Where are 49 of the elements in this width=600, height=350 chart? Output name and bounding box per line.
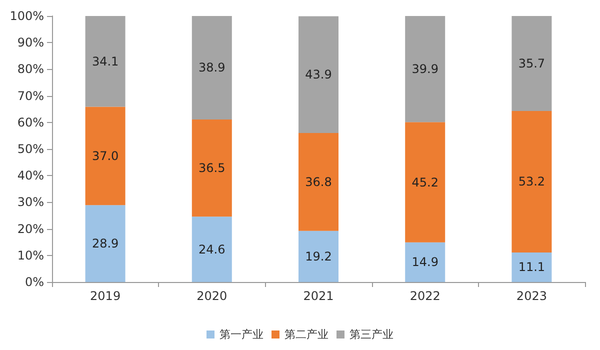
data-label: 37.0 xyxy=(92,148,119,163)
y-tick-label: 90% xyxy=(17,36,44,50)
y-tick-label: 60% xyxy=(17,115,44,130)
bar xyxy=(405,122,446,242)
data-label: 39.9 xyxy=(412,62,438,76)
y-tick-label: 50% xyxy=(17,142,44,156)
x-tick-label: 2022 xyxy=(410,289,440,303)
y-tick-label: 40% xyxy=(17,168,44,183)
bar xyxy=(85,205,126,282)
y-tick-label: 70% xyxy=(17,88,44,103)
y-tick-label: 20% xyxy=(17,222,44,236)
x-tick-label: 2019 xyxy=(90,289,121,303)
x-tick-label: 2020 xyxy=(196,289,228,303)
y-tick-label: 80% xyxy=(17,62,44,76)
data-label: 24.6 xyxy=(198,242,226,256)
legend-label: 第一产业 xyxy=(220,328,264,341)
data-label: 36.5 xyxy=(198,161,226,176)
y-tick-label: 10% xyxy=(17,248,44,262)
bar xyxy=(298,16,338,134)
bar xyxy=(85,106,126,206)
legend-label: 第三产业 xyxy=(350,328,394,341)
y-tick-label: 100% xyxy=(10,9,44,23)
bar xyxy=(405,16,446,122)
y-tick-label: 0% xyxy=(24,275,44,289)
data-label: 28.9 xyxy=(92,236,119,251)
data-label: 45.2 xyxy=(412,175,438,190)
data-label: 53.2 xyxy=(518,174,546,189)
bar xyxy=(512,110,552,252)
data-label: 14.9 xyxy=(412,255,438,270)
bar xyxy=(192,16,232,120)
bar xyxy=(512,16,552,111)
data-label: 34.1 xyxy=(92,54,119,68)
bar xyxy=(298,133,338,231)
bar xyxy=(192,216,232,282)
data-label: 38.9 xyxy=(198,60,226,75)
data-label: 19.2 xyxy=(305,249,332,264)
y-tick-label: 30% xyxy=(17,195,44,210)
bar xyxy=(405,242,446,282)
data-label: 36.8 xyxy=(305,174,332,189)
bar xyxy=(192,119,232,217)
x-tick-label: 2023 xyxy=(516,289,547,303)
legend-label: 第二产业 xyxy=(284,328,328,341)
data-label: 35.7 xyxy=(518,56,546,70)
data-label: 11.1 xyxy=(518,260,546,274)
data-label: 43.9 xyxy=(305,68,332,82)
bar xyxy=(512,252,552,282)
bar xyxy=(85,16,126,107)
x-tick-label: 2021 xyxy=(303,289,334,303)
bar xyxy=(298,230,338,282)
